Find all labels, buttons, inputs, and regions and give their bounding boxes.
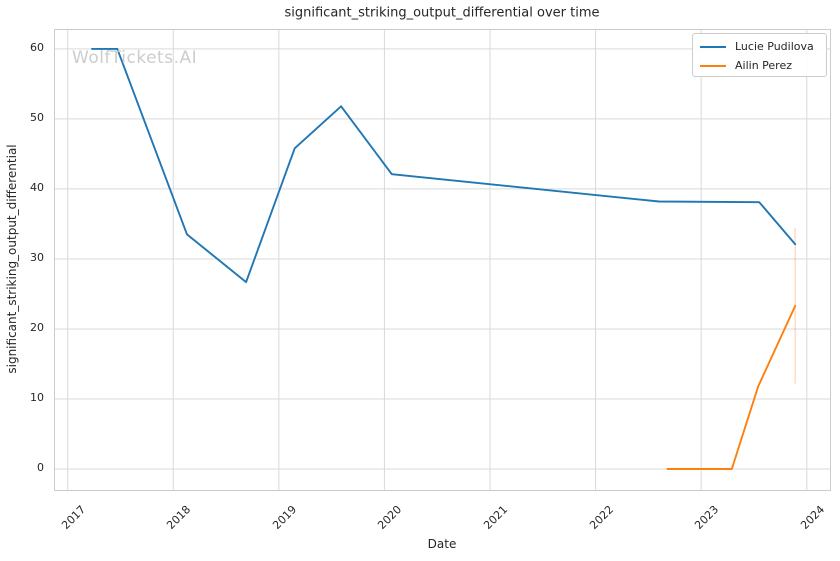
y-tick-label-0: 0: [37, 460, 44, 474]
chart-title: significant_striking_output_differential…: [284, 5, 600, 21]
x-tick-label-2024: 2024: [797, 503, 827, 532]
watermark: WolfTickets.AI: [72, 48, 198, 68]
x-tick-label-2017: 2017: [58, 503, 88, 532]
series-line-lucie-pudilova: [91, 47, 797, 284]
x-axis-label: Date: [427, 537, 457, 551]
legend-entry-ailin-perez: Ailin Perez: [693, 56, 826, 75]
x-tick-label-2019: 2019: [270, 503, 300, 532]
x-tick-label-2018: 2018: [164, 503, 194, 532]
y-tick-label-20: 20: [30, 320, 44, 334]
legend: Lucie Pudilova Ailin Perez: [692, 33, 827, 77]
x-tick-label-2020: 2020: [375, 503, 405, 532]
y-tick-label-50: 50: [30, 110, 44, 124]
legend-entry-lucie-pudilova: Lucie Pudilova: [693, 37, 826, 56]
y-tick-label-60: 60: [30, 40, 44, 54]
y-axis-label: significant_striking_output_differential: [5, 144, 19, 374]
legend-label: Ailin Perez: [735, 59, 792, 72]
x-tick-label-2023: 2023: [692, 503, 722, 532]
plot-canvas: [55, 30, 830, 490]
legend-label: Lucie Pudilova: [735, 40, 814, 53]
y-tick-label-40: 40: [30, 180, 44, 194]
y-tick-label-10: 10: [30, 390, 44, 404]
plot-area: [54, 29, 831, 491]
series-line-ailin-perez: [666, 304, 797, 470]
x-tick-label-2022: 2022: [586, 503, 616, 532]
y-tick-label-30: 30: [30, 250, 44, 264]
legend-line-swatch-blue: [700, 45, 726, 48]
x-tick-label-2021: 2021: [481, 503, 511, 532]
legend-line-swatch-orange: [700, 64, 726, 67]
